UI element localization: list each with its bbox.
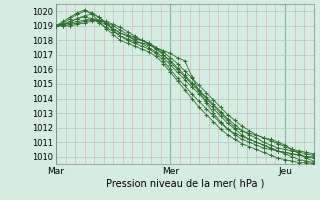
X-axis label: Pression niveau de la mer( hPa ): Pression niveau de la mer( hPa ) xyxy=(106,179,264,189)
